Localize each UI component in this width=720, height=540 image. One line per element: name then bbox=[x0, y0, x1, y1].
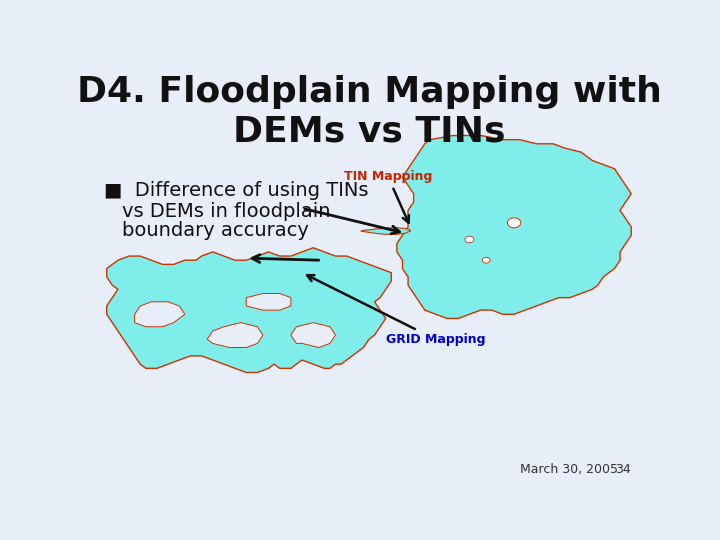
Text: boundary accuracy: boundary accuracy bbox=[122, 221, 309, 240]
Text: GRID Mapping: GRID Mapping bbox=[307, 275, 486, 346]
Text: 34: 34 bbox=[616, 463, 631, 476]
Circle shape bbox=[508, 218, 521, 228]
Polygon shape bbox=[207, 322, 263, 348]
Polygon shape bbox=[135, 302, 185, 327]
Circle shape bbox=[465, 236, 474, 243]
Polygon shape bbox=[361, 228, 411, 234]
Polygon shape bbox=[107, 248, 392, 373]
Text: vs DEMs in floodplain: vs DEMs in floodplain bbox=[122, 202, 330, 221]
Polygon shape bbox=[397, 136, 631, 319]
Text: March 30, 2005: March 30, 2005 bbox=[520, 463, 618, 476]
Text: D4. Floodplain Mapping with
DEMs vs TINs: D4. Floodplain Mapping with DEMs vs TINs bbox=[76, 75, 662, 148]
Circle shape bbox=[482, 258, 490, 263]
Polygon shape bbox=[291, 322, 336, 348]
Text: TIN Mapping: TIN Mapping bbox=[344, 170, 432, 222]
Text: ■  Difference of using TINs: ■ Difference of using TINs bbox=[104, 181, 369, 200]
Polygon shape bbox=[246, 294, 291, 310]
